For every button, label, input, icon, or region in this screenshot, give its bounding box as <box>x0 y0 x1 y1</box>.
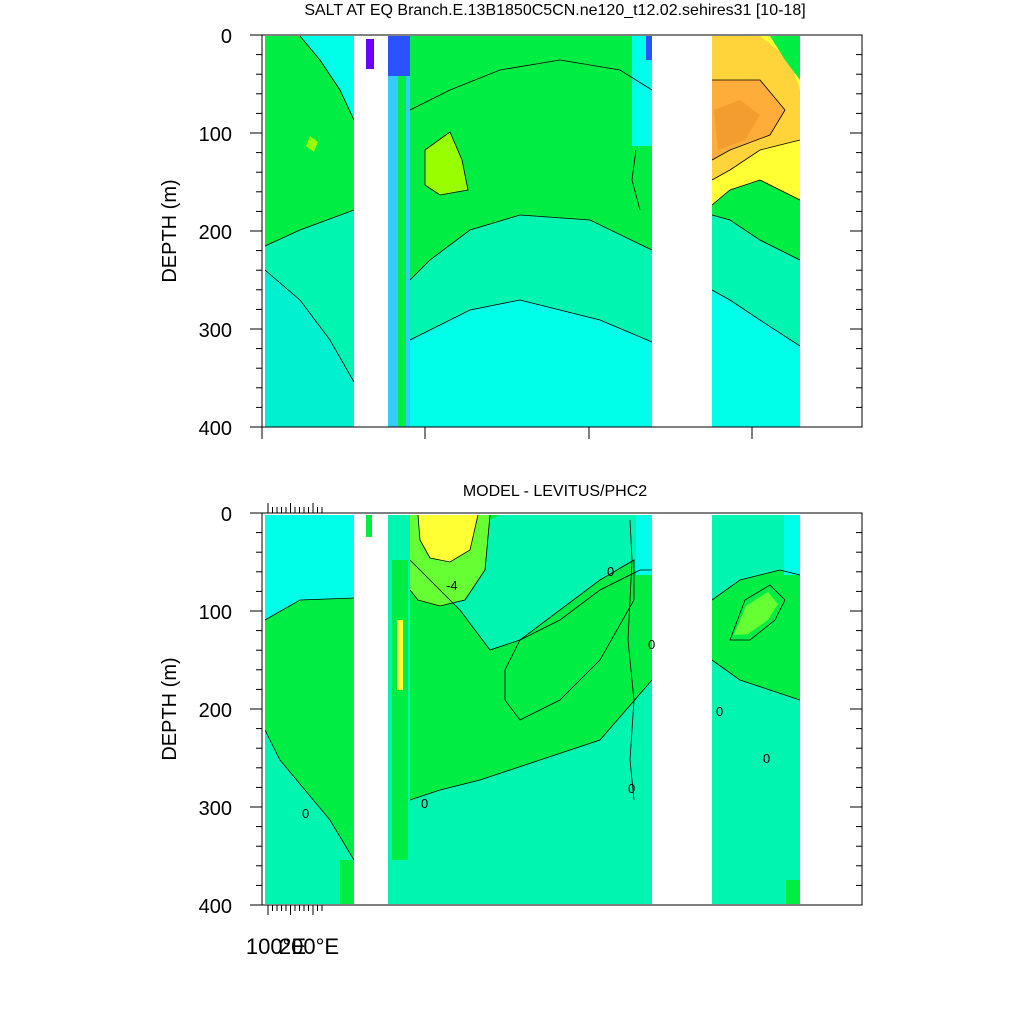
contour-label-1: 0 <box>607 564 614 579</box>
top-strip-pac-blue <box>646 36 652 60</box>
bot-fill-pac-cyanedge <box>636 515 652 575</box>
bot-strip-yellow2 <box>397 620 403 690</box>
top-gap-2 <box>652 36 712 428</box>
top-ytick-200: 200 <box>199 222 232 244</box>
bot-fill-atl-bottom <box>786 880 800 904</box>
top-panel: SALT AT EQ Branch.E.13B1850C5CN.ne120_t1… <box>159 2 863 440</box>
top-strip-green <box>398 76 406 426</box>
top-fill-atl-cyancorner <box>770 36 800 80</box>
top-x-axis-ticks <box>261 427 753 439</box>
contour-label-8: 0 <box>302 806 309 821</box>
contour-label-3: 0 <box>648 637 655 652</box>
top-strip-blue <box>388 36 410 76</box>
bot-fill-west-green <box>265 598 354 860</box>
bottom-contour-lines <box>264 514 801 861</box>
bot-gap-2 <box>652 515 712 905</box>
bottom-xtick-200E: 200°E <box>279 934 339 959</box>
bot-fill-pac-lime <box>505 560 634 720</box>
bot-gap-3 <box>800 515 862 905</box>
bot-gap-1 <box>354 515 388 905</box>
contour-label-2: -4 <box>446 578 458 593</box>
top-fill-pac-green2 <box>410 36 652 110</box>
bot-strip-small-fg <box>366 515 372 537</box>
top-fill-west-blob <box>306 136 318 152</box>
top-fill-pac-lime <box>425 132 468 195</box>
bottom-y-axis-label: DEPTH (m) <box>159 657 181 760</box>
top-y-axis-label: DEPTH (m) <box>159 179 181 282</box>
bot-fill-pac-yellow <box>418 515 478 562</box>
contour-label-4: 0 <box>716 704 723 719</box>
top-ytick-300: 300 <box>199 320 232 342</box>
top-ytick-100: 100 <box>199 124 232 146</box>
bottom-ytick-400: 400 <box>199 896 232 918</box>
top-gap-1 <box>354 36 388 428</box>
top-contour-lines <box>264 35 801 383</box>
bot-fill-west-bottomgreen <box>340 860 354 904</box>
top-gap-4 <box>262 36 265 428</box>
bottom-ytick-200: 200 <box>199 700 232 722</box>
bottom-y-axis-ticks <box>250 512 862 906</box>
contour-label-5: 0 <box>763 751 770 766</box>
bot-fill-atl-cyancorner <box>784 515 800 575</box>
top-fill-pac-cyanedge <box>632 36 652 146</box>
top-strip-purple-fg <box>366 39 374 69</box>
contour-label-7: 0 <box>421 796 428 811</box>
bottom-panel: MODEL - LEVITUS/PHC2 <box>159 483 863 959</box>
top-plot-field <box>262 35 862 428</box>
bottom-xtick-100E: 100°E <box>246 934 306 959</box>
bottom-ytick-300: 300 <box>199 798 232 820</box>
top-fill-atl-darkorange <box>714 100 760 150</box>
top-fill-pac-upper <box>410 36 652 280</box>
bottom-plot-field: 0 -4 0 0 0 0 0 0 <box>262 514 862 905</box>
top-chart-title: SALT AT EQ Branch.E.13B1850C5CN.ne120_t1… <box>304 2 805 19</box>
bot-fill-pac-lime2 <box>410 515 490 606</box>
bot-strip-green <box>392 560 408 860</box>
contour-label-6: 0 <box>628 781 635 796</box>
bottom-x-axis-ticks <box>267 503 323 915</box>
bottom-ytick-0: 0 <box>221 504 232 526</box>
bottom-chart-title: MODEL - LEVITUS/PHC2 <box>463 483 647 500</box>
bot-gap-4 <box>262 515 265 905</box>
top-ytick-0: 0 <box>221 26 232 48</box>
bot-fill-west-cyan <box>265 515 354 620</box>
top-ytick-400: 400 <box>199 418 232 440</box>
bot-fill-atl-green2 <box>734 592 778 635</box>
top-gap-3 <box>800 36 862 428</box>
bottom-ytick-100: 100 <box>199 602 232 624</box>
top-fill-west-cyan <box>300 36 354 120</box>
bottom-contour-labels: 0 -4 0 0 0 0 0 0 <box>302 564 770 821</box>
top-y-axis-ticks <box>250 34 862 428</box>
